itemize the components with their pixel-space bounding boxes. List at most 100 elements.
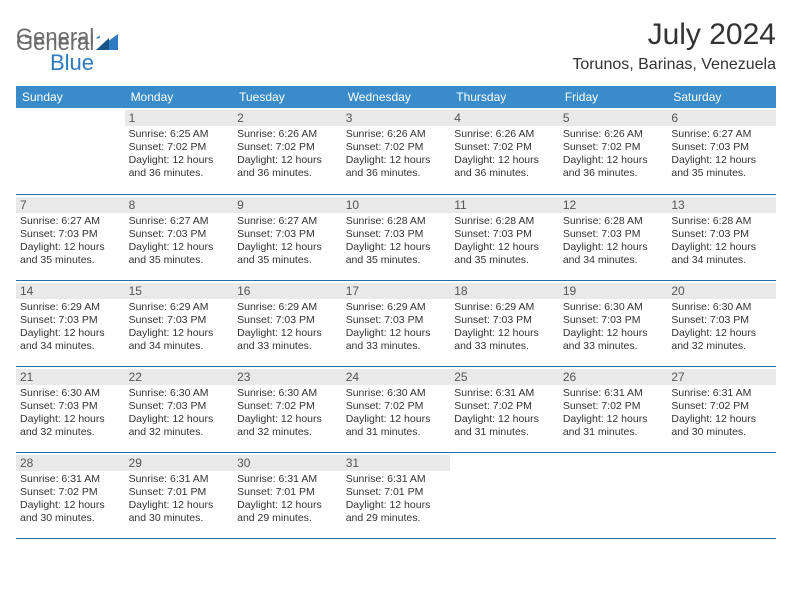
day-info: Sunrise: 6:28 AMSunset: 7:03 PMDaylight:…: [346, 215, 447, 268]
header: General July 2024 Torunos, Barinas, Vene…: [16, 18, 776, 74]
day-number: 17: [342, 283, 451, 299]
calendar-day-cell: 21 Sunrise: 6:30 AMSunset: 7:03 PMDayligh…: [16, 366, 125, 452]
calendar-day-cell: 6 Sunrise: 6:27 AMSunset: 7:03 PMDaylight…: [667, 108, 776, 194]
day-number: 13: [667, 197, 776, 213]
calendar-empty-cell: [667, 452, 776, 538]
day-number: 20: [667, 283, 776, 299]
weekday-header: Thursday: [450, 86, 559, 108]
calendar-day-cell: 26Sunrise: 6:31 AMSunset: 7:02 PMDayligh…: [559, 366, 668, 452]
calendar-table: SundayMondayTuesdayWednesdayThursdayFrid…: [16, 86, 776, 539]
day-info: Sunrise: 6:31 AMSunset: 7:02 PMDaylight:…: [671, 387, 772, 440]
calendar-row: 1 Sunrise: 6:25 AMSunset: 7:02 PMDaylight…: [16, 108, 776, 194]
day-number: 30: [233, 455, 342, 471]
day-info: Sunrise: 6:30 AMSunset: 7:02 PMDaylight:…: [346, 387, 447, 440]
day-number: 16: [233, 283, 342, 299]
day-number: 15: [125, 283, 234, 299]
calendar-empty-cell: [559, 452, 668, 538]
month-title: July 2024: [572, 18, 776, 52]
calendar-row: 21Sunrise: 6:30 AMSunset: 7:03 PMDayligh…: [16, 366, 776, 452]
day-info: Sunrise: 6:30 AMSunset: 7:02 PMDaylight:…: [237, 387, 338, 440]
calendar-day-cell: 28 Sunrise: 6:31 AMSunset: 7:02 PMDayligh…: [16, 452, 125, 538]
day-number: 28: [16, 455, 125, 471]
calendar-day-cell: 2 Sunrise: 6:26 AMSunset: 7:02 PMDaylight…: [233, 108, 342, 194]
day-info: Sunrise: 6:27 AMSunset: 7:03 PMDaylight:…: [671, 128, 772, 181]
day-number: 9: [233, 197, 342, 213]
day-info: Sunrise: 6:28 AMSunset: 7:03 PMDaylight:…: [563, 215, 664, 268]
logo-sail-icon: [96, 34, 118, 52]
day-info: Sunrise: 6:29 AMSunset: 7:03 PMDaylight:…: [454, 301, 555, 354]
day-info: Sunrise: 6:26 AMSunset: 7:02 PMDaylight:…: [563, 128, 664, 181]
calendar-empty-cell: [450, 452, 559, 538]
calendar-row: 7Sunrise: 6:27 AMSunset: 7:03 PMDaylight…: [16, 194, 776, 280]
day-info: Sunrise: 6:27 AMSunset: 7:03 PMDaylight:…: [237, 215, 338, 268]
calendar-day-cell: 14Sunrise: 6:29 AMSunset: 7:03 PMDayligh…: [16, 280, 125, 366]
day-number: 1: [125, 110, 234, 126]
calendar-day-cell: 5 Sunrise: 6:26 AMSunset: 7:02 PMDaylight…: [559, 108, 668, 194]
calendar-day-cell: 16 Sunrise: 6:29 AMSunset: 7:03 PMDayligh…: [233, 280, 342, 366]
calendar-day-cell: 27 Sunrise: 6:31 AMSunset: 7:02 PMDayligh…: [667, 366, 776, 452]
calendar-row: 14Sunrise: 6:29 AMSunset: 7:03 PMDayligh…: [16, 280, 776, 366]
day-number: 2: [233, 110, 342, 126]
calendar-day-cell: 13 Sunrise: 6:28 AMSunset: 7:03 PMDayligh…: [667, 194, 776, 280]
weekday-header: Tuesday: [233, 86, 342, 108]
day-number: 6: [667, 110, 776, 126]
calendar-day-cell: 25Sunrise: 6:31 AMSunset: 7:02 PMDayligh…: [450, 366, 559, 452]
day-info: Sunrise: 6:26 AMSunset: 7:02 PMDaylight:…: [454, 128, 555, 181]
day-info: Sunrise: 6:31 AMSunset: 7:01 PMDaylight:…: [346, 473, 447, 526]
calendar-day-cell: 12Sunrise: 6:28 AMSunset: 7:03 PMDayligh…: [559, 194, 668, 280]
calendar-day-cell: 17 Sunrise: 6:29 AMSunset: 7:03 PMDayligh…: [342, 280, 451, 366]
weekday-header: Wednesday: [342, 86, 451, 108]
day-number: 4: [450, 110, 559, 126]
day-number: 14: [16, 283, 125, 299]
calendar-day-cell: 8Sunrise: 6:27 AMSunset: 7:03 PMDaylight…: [125, 194, 234, 280]
day-info: Sunrise: 6:25 AMSunset: 7:02 PMDaylight:…: [129, 128, 230, 181]
day-info: Sunrise: 6:29 AMSunset: 7:03 PMDaylight:…: [237, 301, 338, 354]
day-info: Sunrise: 6:31 AMSunset: 7:01 PMDaylight:…: [237, 473, 338, 526]
day-number: 5: [559, 110, 668, 126]
calendar-row: 28 Sunrise: 6:31 AMSunset: 7:02 PMDayligh…: [16, 452, 776, 538]
day-info: Sunrise: 6:28 AMSunset: 7:03 PMDaylight:…: [454, 215, 555, 268]
day-info: Sunrise: 6:27 AMSunset: 7:03 PMDaylight:…: [129, 215, 230, 268]
calendar-day-cell: 18Sunrise: 6:29 AMSunset: 7:03 PMDayligh…: [450, 280, 559, 366]
day-info: Sunrise: 6:30 AMSunset: 7:03 PMDaylight:…: [129, 387, 230, 440]
calendar-day-cell: 9 Sunrise: 6:27 AMSunset: 7:03 PMDaylight…: [233, 194, 342, 280]
day-number: 11: [450, 197, 559, 213]
day-number: 24: [342, 369, 451, 385]
day-info: Sunrise: 6:30 AMSunset: 7:03 PMDaylight:…: [20, 387, 121, 440]
calendar-day-cell: 11 Sunrise: 6:28 AMSunset: 7:03 PMDayligh…: [450, 194, 559, 280]
calendar-day-cell: 15 Sunrise: 6:29 AMSunset: 7:03 PMDayligh…: [125, 280, 234, 366]
day-number: 31: [342, 455, 451, 471]
day-number: 23: [233, 369, 342, 385]
weekday-header: Saturday: [667, 86, 776, 108]
day-info: Sunrise: 6:30 AMSunset: 7:03 PMDaylight:…: [563, 301, 664, 354]
logo-overlay: General Blue: [16, 24, 118, 76]
day-number: 7: [16, 197, 125, 213]
calendar-day-cell: 20Sunrise: 6:30 AMSunset: 7:03 PMDayligh…: [667, 280, 776, 366]
day-number: 29: [125, 455, 234, 471]
calendar-day-cell: 22Sunrise: 6:30 AMSunset: 7:03 PMDayligh…: [125, 366, 234, 452]
day-info: Sunrise: 6:31 AMSunset: 7:02 PMDaylight:…: [563, 387, 664, 440]
day-number: 10: [342, 197, 451, 213]
title-block: July 2024 Torunos, Barinas, Venezuela: [572, 18, 776, 74]
day-info: Sunrise: 6:31 AMSunset: 7:02 PMDaylight:…: [20, 473, 121, 526]
day-info: Sunrise: 6:31 AMSunset: 7:01 PMDaylight:…: [129, 473, 230, 526]
weekday-header: Monday: [125, 86, 234, 108]
day-number: 27: [667, 369, 776, 385]
calendar-day-cell: 30 Sunrise: 6:31 AMSunset: 7:01 PMDayligh…: [233, 452, 342, 538]
weekday-header-row: SundayMondayTuesdayWednesdayThursdayFrid…: [16, 86, 776, 108]
location-subtitle: Torunos, Barinas, Venezuela: [572, 56, 776, 74]
day-info: Sunrise: 6:31 AMSunset: 7:02 PMDaylight:…: [454, 387, 555, 440]
calendar-day-cell: 10 Sunrise: 6:28 AMSunset: 7:03 PMDayligh…: [342, 194, 451, 280]
day-info: Sunrise: 6:29 AMSunset: 7:03 PMDaylight:…: [129, 301, 230, 354]
calendar-body: 1 Sunrise: 6:25 AMSunset: 7:02 PMDaylight…: [16, 108, 776, 538]
day-info: Sunrise: 6:28 AMSunset: 7:03 PMDaylight:…: [671, 215, 772, 268]
day-info: Sunrise: 6:26 AMSunset: 7:02 PMDaylight:…: [237, 128, 338, 181]
weekday-header: Sunday: [16, 86, 125, 108]
calendar-day-cell: 24 Sunrise: 6:30 AMSunset: 7:02 PMDayligh…: [342, 366, 451, 452]
calendar-day-cell: 7Sunrise: 6:27 AMSunset: 7:03 PMDaylight…: [16, 194, 125, 280]
weekday-header: Friday: [559, 86, 668, 108]
calendar-day-cell: 1 Sunrise: 6:25 AMSunset: 7:02 PMDaylight…: [125, 108, 234, 194]
day-number: 21: [16, 369, 125, 385]
calendar-day-cell: 3Sunrise: 6:26 AMSunset: 7:02 PMDaylight…: [342, 108, 451, 194]
day-info: Sunrise: 6:29 AMSunset: 7:03 PMDaylight:…: [346, 301, 447, 354]
